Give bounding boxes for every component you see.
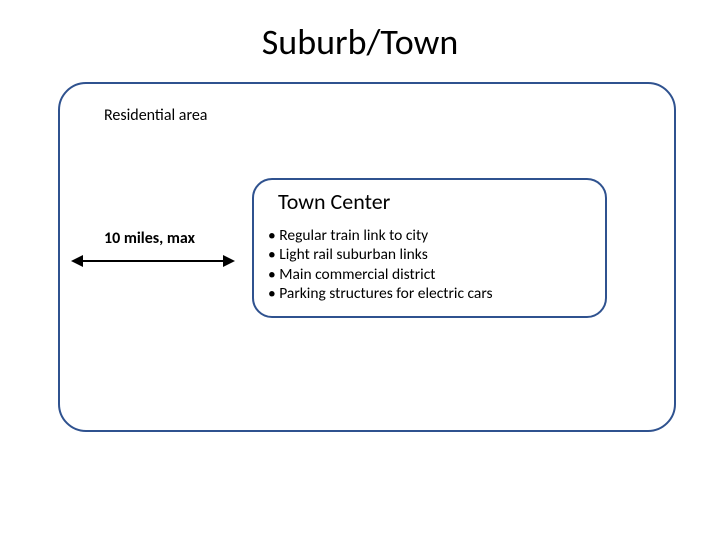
bullet-item: • Main commercial district bbox=[268, 265, 493, 284]
residential-area-label: Residential area bbox=[104, 106, 207, 125]
bullet-item: • Parking structures for electric cars bbox=[268, 284, 493, 303]
bullet-item: • Light rail suburban links bbox=[268, 245, 493, 264]
arrow-head-right-icon bbox=[223, 255, 235, 267]
distance-label: 10 miles, max bbox=[104, 229, 195, 248]
town-center-title: Town Center bbox=[278, 188, 390, 215]
arrow-shaft bbox=[83, 260, 223, 262]
bullet-item: • Regular train link to city bbox=[268, 226, 493, 245]
diagram-title: Suburb/Town bbox=[0, 20, 720, 64]
distance-arrow bbox=[71, 255, 235, 267]
arrow-head-left-icon bbox=[71, 255, 83, 267]
town-center-bullets: • Regular train link to city• Light rail… bbox=[268, 226, 493, 304]
